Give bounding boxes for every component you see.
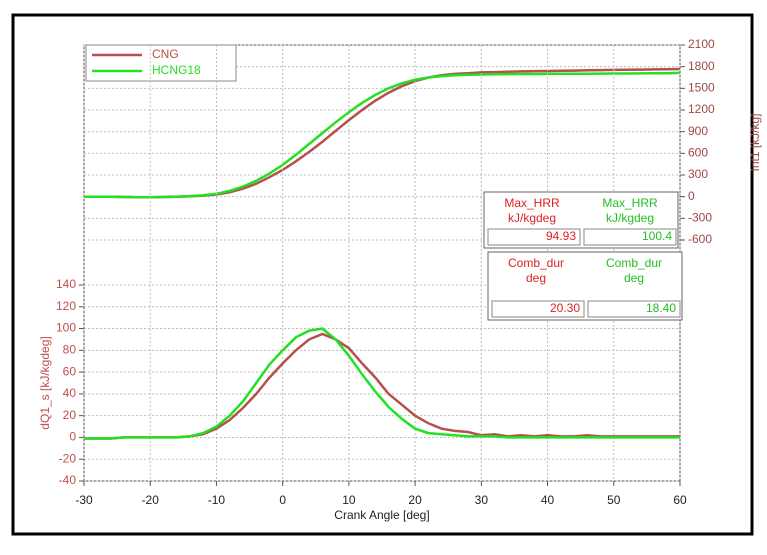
- y-tick-label: 20: [63, 408, 77, 422]
- series-line: [84, 71, 681, 199]
- y-tick-label: 900: [688, 124, 708, 138]
- y-tick-label: 2100: [688, 37, 715, 51]
- stat-name: Max_HRR: [504, 196, 560, 210]
- stat-unit: kJ/kgdeg: [606, 211, 654, 225]
- y-tick-label: 100: [56, 321, 76, 335]
- stat-name: Comb_dur: [606, 256, 662, 270]
- stat-unit: kJ/kgdeg: [508, 211, 556, 225]
- stat-value: 20.30: [550, 301, 580, 315]
- legend-box: [85, 44, 237, 82]
- y-axis-label: Int1 [kJ/kg]: [748, 113, 762, 171]
- stat-name: Comb_dur: [508, 256, 564, 270]
- legend-label: HCNG18: [152, 63, 201, 77]
- y-tick-label: 80: [63, 343, 77, 357]
- stat-value: 94.93: [546, 229, 576, 243]
- stat-value: 100.4: [642, 229, 672, 243]
- y-tick-label: 1500: [688, 81, 715, 95]
- y-tick-label: 1800: [688, 59, 715, 73]
- series-line: [84, 332, 680, 440]
- y-tick-label: 60: [63, 364, 77, 378]
- x-tick-label: 30: [475, 493, 489, 507]
- x-tick-label: -20: [142, 493, 160, 507]
- x-tick-label: 50: [607, 493, 621, 507]
- legend-label: CNG: [152, 47, 179, 61]
- y-tick-label: 600: [688, 146, 708, 160]
- y-tick-label: 40: [63, 386, 77, 400]
- x-tick-label: 60: [673, 493, 687, 507]
- y-tick-label: -600: [688, 232, 712, 246]
- y-tick-label: 0: [688, 189, 695, 203]
- series-line: [84, 327, 680, 440]
- y-tick-label: 300: [688, 167, 708, 181]
- stat-value-box: [491, 300, 585, 318]
- y-tick-label: 140: [56, 277, 76, 291]
- frame: [11, 13, 754, 536]
- x-axis-label: Crank Angle [deg]: [334, 508, 429, 522]
- stat-value-box: [487, 228, 581, 246]
- y-tick-label: 1200: [688, 102, 715, 116]
- y-tick-label: -300: [688, 211, 712, 225]
- x-tick-label: -10: [208, 493, 226, 507]
- x-tick-label: 20: [408, 493, 422, 507]
- stat-unit: deg: [624, 271, 644, 285]
- stat-name: Max_HRR: [602, 196, 658, 210]
- x-tick-label: 40: [541, 493, 555, 507]
- y-tick-label: -20: [59, 451, 77, 465]
- y-tick-label: 120: [56, 299, 76, 313]
- stat-value-box: [583, 228, 677, 246]
- y-tick-label: -40: [59, 473, 77, 487]
- y-axis-label: dQ1_s [kJ/kgdeg]: [38, 336, 52, 429]
- x-tick-label: -30: [75, 493, 93, 507]
- y-tick-label: 0: [69, 430, 76, 444]
- stat-unit: deg: [526, 271, 546, 285]
- stat-value-box: [587, 300, 681, 318]
- x-tick-label: 0: [279, 493, 286, 507]
- stat-value: 18.40: [646, 301, 676, 315]
- x-tick-label: 10: [342, 493, 356, 507]
